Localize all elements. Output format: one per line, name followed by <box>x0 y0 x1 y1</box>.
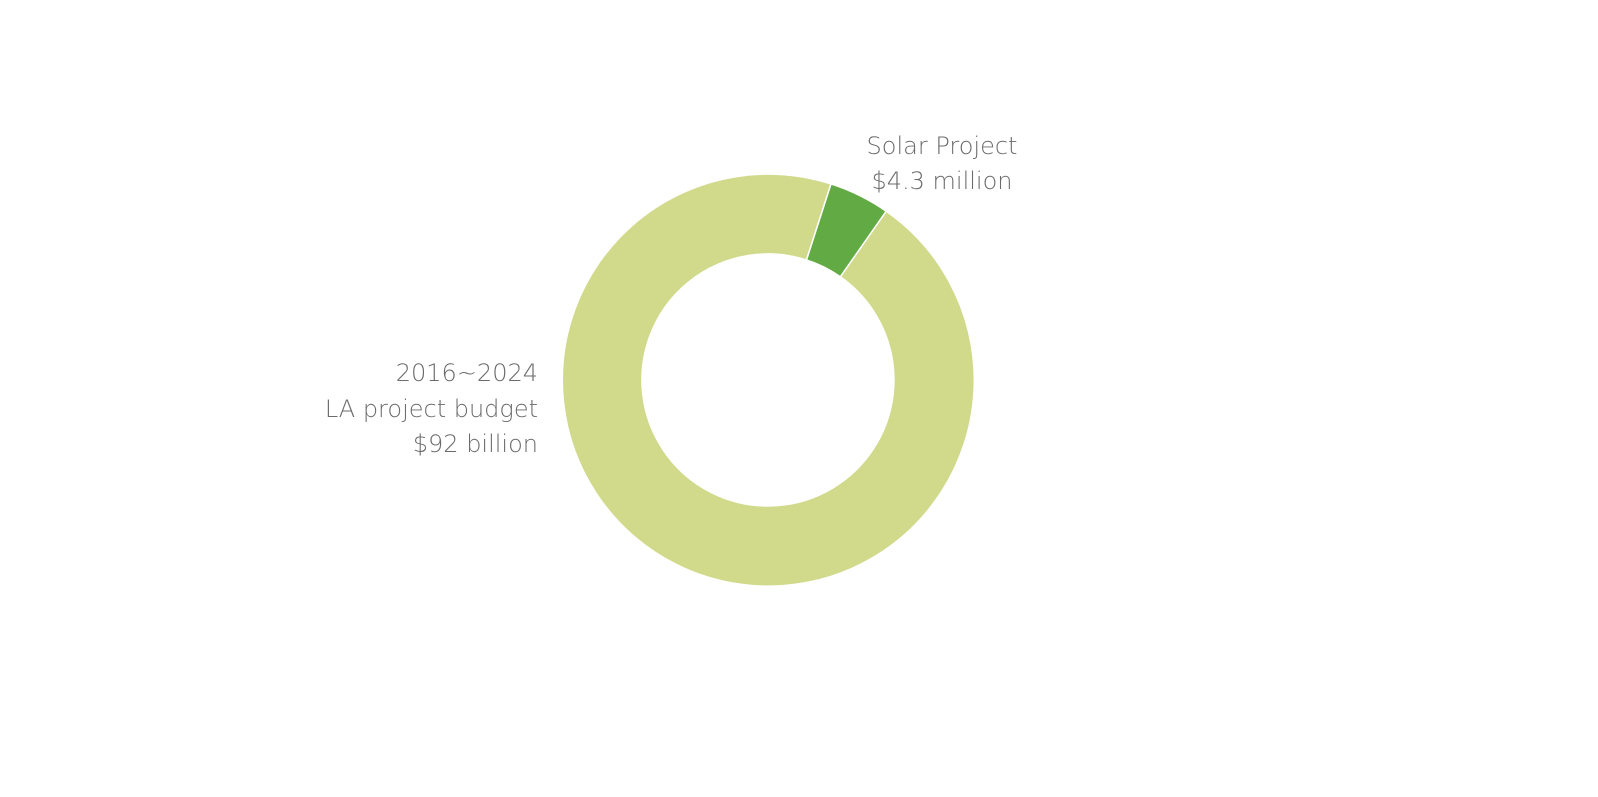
budget-label: LA project budget <box>325 395 538 423</box>
budget-ring-segment <box>561 173 976 587</box>
budget-amount: $92 billion <box>413 430 538 458</box>
solar-ring-segment <box>805 182 888 278</box>
budget-period: 2016~2024 <box>396 359 538 387</box>
solar-label: Solar Project <box>867 132 1018 160</box>
solar-amount: $4.3 million <box>871 167 1012 195</box>
